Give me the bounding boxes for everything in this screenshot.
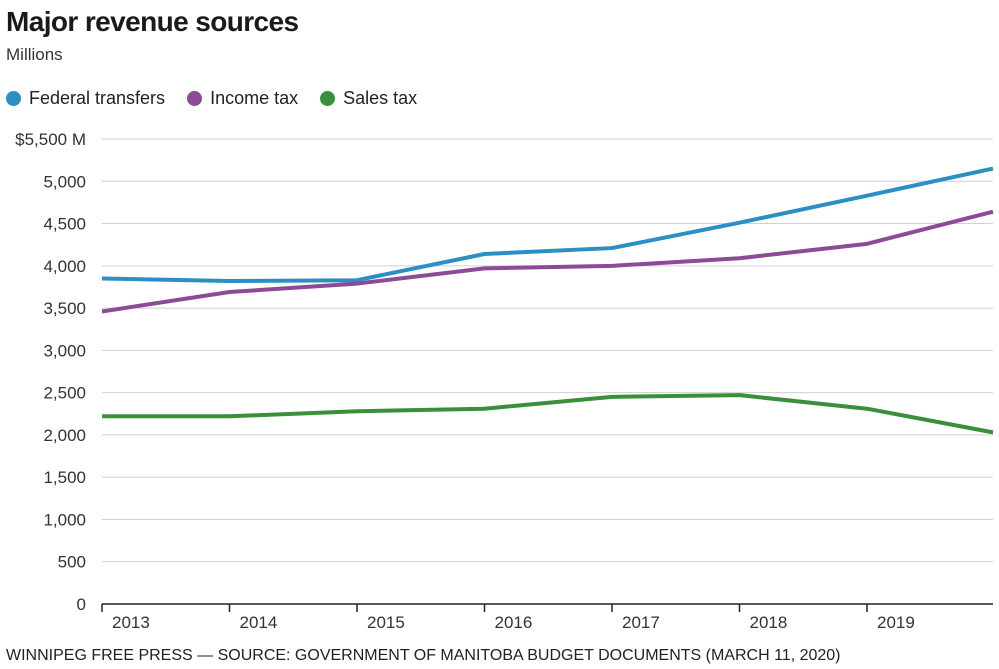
y-tick-label: 1,000 (43, 510, 86, 529)
y-tick-label: 3,500 (43, 299, 86, 318)
x-tick-label: 2017 (622, 613, 660, 632)
legend-item-income-tax: Income tax (187, 88, 298, 109)
legend-swatch-sales-tax (320, 91, 336, 106)
x-tick-label: 2015 (367, 613, 405, 632)
legend-label-sales-tax: Sales tax (343, 88, 418, 108)
source-note: WINNIPEG FREE PRESS — SOURCE: GOVERNMENT… (6, 647, 841, 664)
x-tick-label: 2016 (495, 613, 533, 632)
legend: Federal transfers Income tax Sales tax (6, 88, 439, 109)
y-tick-label: 500 (58, 553, 86, 572)
y-tick-label: 0 (77, 595, 86, 614)
series-line-income-tax (101, 209, 994, 314)
series-line-sales-tax (102, 393, 994, 435)
y-tick-label: $5,500 M (15, 130, 86, 149)
x-tick-label: 2019 (877, 613, 915, 632)
legend-swatch-federal-transfers (6, 91, 21, 106)
legend-item-federal-transfers: Federal transfers (6, 88, 165, 109)
x-tick-label: 2018 (750, 613, 788, 632)
y-tick-label: 1,500 (43, 468, 86, 487)
y-tick-label: 2,500 (43, 384, 86, 403)
y-tick-label: 2,000 (43, 426, 86, 445)
legend-label-federal-transfers: Federal transfers (29, 88, 166, 108)
x-tick-label: 2014 (240, 613, 278, 632)
legend-swatch-income-tax (187, 91, 203, 106)
chart-title: Major revenue sources (6, 6, 299, 37)
x-tick-label: 2013 (112, 613, 150, 632)
legend-label-income-tax: Income tax (210, 88, 299, 108)
legend-item-sales-tax: Sales tax (320, 88, 417, 109)
y-tick-label: 4,000 (43, 257, 86, 276)
y-tick-label: 3,000 (43, 341, 86, 360)
series-line-federal-transfers (101, 166, 994, 284)
y-tick-label: 5,000 (43, 172, 86, 191)
y-tick-label: 4,500 (43, 215, 86, 234)
chart-subtitle: Millions (6, 45, 63, 64)
